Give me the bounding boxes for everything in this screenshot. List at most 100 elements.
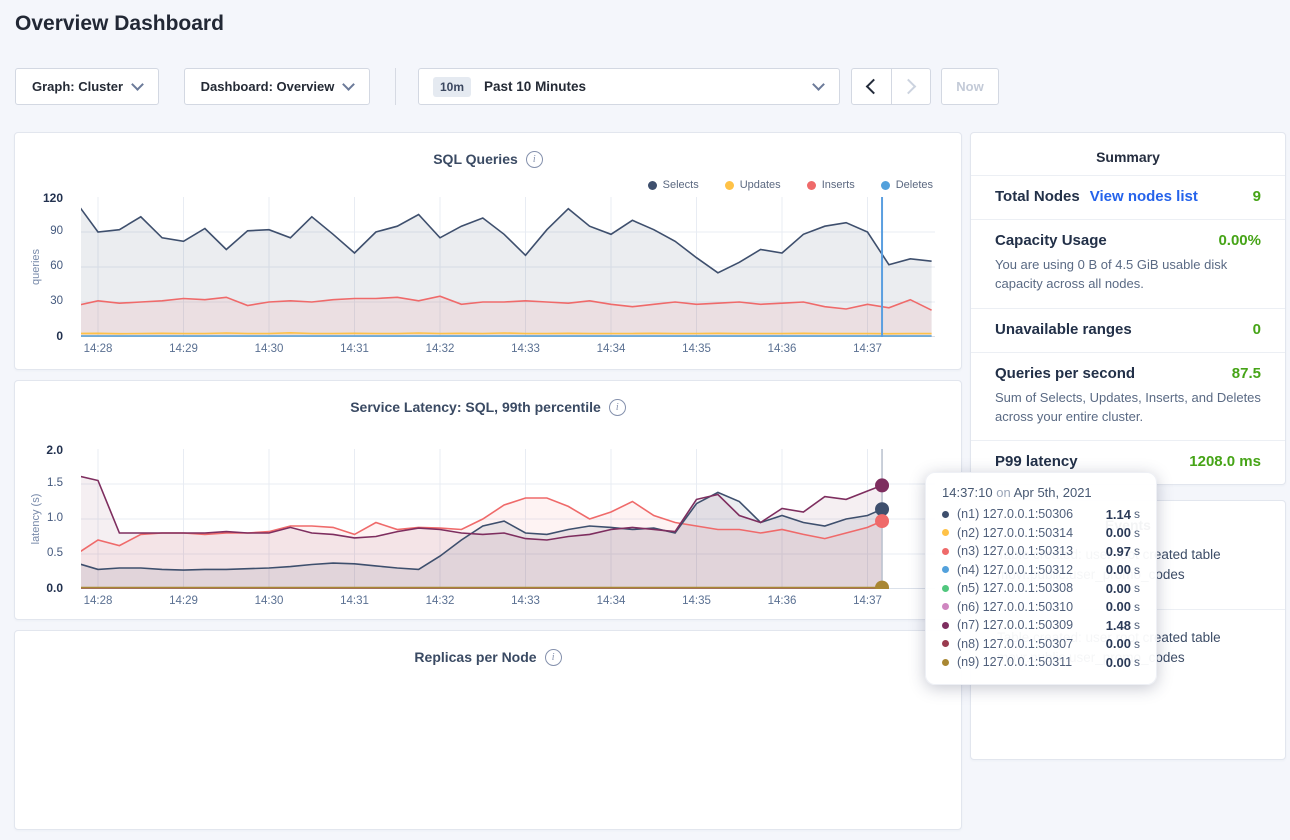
- y-tick-label: 60: [50, 260, 63, 272]
- chevron-left-icon: [865, 78, 882, 95]
- x-tick-label: 14:31: [340, 595, 369, 607]
- chart-title: Replicas per Node: [414, 649, 537, 665]
- node-address: (n6) 127.0.0.1:50310: [957, 599, 1074, 614]
- capacity-label: Capacity Usage: [995, 232, 1107, 249]
- unavailable-ranges-label: Unavailable ranges: [995, 320, 1132, 338]
- chart-plot-area: queries 0 30 60 90 120 14:28 14:29 14:30 14:31 1…: [15, 191, 961, 361]
- node-color-dot-icon: [942, 603, 949, 611]
- node-latency-value: 0.00: [1105, 562, 1131, 578]
- node-color-dot-icon: [942, 566, 949, 574]
- node-color-dot-icon: [942, 658, 949, 666]
- legend-dot-icon: [724, 180, 734, 190]
- time-step-button-group: [851, 68, 931, 105]
- capacity-description: You are using 0 B of 4.5 GiB usable disk…: [995, 257, 1228, 291]
- node-color-dot-icon: [942, 510, 949, 518]
- tooltip-node-row: (n3) 127.0.0.1:50313 0.97 s: [942, 542, 1140, 561]
- legend-dot-icon: [806, 180, 816, 190]
- x-tick-label: 14:30: [254, 343, 284, 355]
- node-address: (n8) 127.0.0.1:50307: [957, 636, 1074, 651]
- tooltip-timestamp: 14:37:10 on Apr 5th, 2021: [942, 485, 1092, 500]
- node-latency-unit: s: [1134, 655, 1140, 670]
- y-tick-label: 120: [42, 191, 63, 205]
- tooltip-node-row: (n8) 127.0.0.1:50307 0.00 s: [942, 635, 1140, 654]
- node-latency-unit: s: [1134, 544, 1140, 559]
- node-address: (n1) 127.0.0.1:50306: [957, 507, 1074, 522]
- x-tick-label: 14:36: [767, 595, 797, 607]
- chart-title: SQL Queries: [433, 151, 518, 167]
- node-latency-value: 0.00: [1105, 599, 1131, 615]
- unavailable-ranges-value: 0: [1252, 320, 1261, 338]
- info-icon[interactable]: i: [544, 648, 562, 666]
- x-tick-label: 14:35: [682, 595, 711, 607]
- node-address: (n7) 127.0.0.1:50309: [957, 618, 1074, 633]
- info-icon[interactable]: i: [525, 150, 543, 168]
- sql-queries-plot[interactable]: [81, 197, 935, 337]
- x-tick-label: 14:33: [511, 595, 540, 607]
- y-tick-label: 0.5: [47, 547, 63, 559]
- chevron-down-icon: [342, 78, 356, 91]
- chart-legend: Selects Updates Inserts Deletes: [647, 179, 933, 191]
- node-latency-value: 0.00: [1105, 525, 1131, 541]
- qps-description: Sum of Selects, Updates, Inserts, and De…: [995, 389, 1261, 424]
- legend-item: Inserts: [806, 179, 855, 191]
- legend-label: Deletes: [895, 179, 933, 191]
- summary-panel: Summary Total Nodes View nodes list 9 Ca…: [970, 132, 1286, 486]
- chart-title: Service Latency: SQL, 99th percentile: [350, 399, 601, 415]
- node-color-dot-icon: [942, 640, 949, 648]
- x-tick-label: 14:31: [340, 343, 369, 355]
- x-tick-label: 14:35: [682, 343, 711, 355]
- time-range-dropdown[interactable]: 10m Past 10 Minutes: [418, 68, 840, 105]
- x-tick-label: 14:34: [596, 343, 626, 355]
- summary-row-capacity: Capacity Usage 0.00% You are using 0 B o…: [971, 219, 1285, 308]
- x-tick-label: 14:29: [169, 595, 198, 607]
- dashboard-select-dropdown[interactable]: Dashboard: Overview: [184, 68, 370, 105]
- legend-label: Inserts: [821, 179, 855, 191]
- tooltip-node-row: (n5) 127.0.0.1:50308 0.00 s: [942, 579, 1140, 598]
- node-latency-unit: s: [1134, 618, 1140, 633]
- graph-scope-dropdown[interactable]: Graph: Cluster: [15, 68, 159, 105]
- chart-hover-tooltip: 14:37:10 on Apr 5th, 2021 (n1) 127.0.0.1…: [925, 472, 1157, 685]
- now-button-disabled: Now: [941, 68, 999, 105]
- y-tick-label: 90: [50, 225, 63, 237]
- node-latency-unit: s: [1134, 636, 1140, 651]
- y-tick-label: 0: [56, 329, 63, 343]
- legend-item: Selects: [647, 179, 699, 191]
- node-latency-unit: s: [1134, 581, 1140, 596]
- tooltip-node-row: (n6) 127.0.0.1:50310 0.00 s: [942, 598, 1140, 617]
- p99-latency-label: P99 latency: [995, 453, 1078, 471]
- view-nodes-list-link[interactable]: View nodes list: [1089, 188, 1198, 205]
- node-latency-value: 0.00: [1105, 580, 1131, 596]
- node-latency-value: 1.48: [1105, 617, 1131, 633]
- summary-row-p99-latency: P99 latency 1208.0 ms: [971, 440, 1285, 484]
- charts-column: SQL Queries i Selects Updates Inserts Delet…: [14, 132, 962, 840]
- node-latency-value: 0.00: [1105, 654, 1131, 670]
- total-nodes-value: 9: [1252, 188, 1261, 205]
- service-latency-chart-card: Service Latency: SQL, 99th percentile i …: [14, 380, 962, 620]
- page-title: Overview Dashboard: [15, 12, 224, 35]
- node-address: (n2) 127.0.0.1:50314: [957, 525, 1074, 540]
- service-latency-plot[interactable]: [81, 449, 935, 589]
- capacity-value: 0.00%: [1218, 232, 1261, 249]
- time-step-back-button[interactable]: [852, 69, 891, 104]
- node-address: (n3) 127.0.0.1:50313: [957, 544, 1074, 559]
- tooltip-node-row: (n1) 127.0.0.1:50306 1.14 s: [942, 505, 1140, 524]
- chevron-right-icon: [900, 78, 917, 95]
- node-address: (n9) 127.0.0.1:50311: [957, 655, 1073, 670]
- node-color-dot-icon: [942, 584, 949, 592]
- tooltip-node-row: (n4) 127.0.0.1:50312 0.00 s: [942, 561, 1140, 580]
- time-range-badge: 10m: [433, 76, 472, 97]
- controls-divider: [395, 68, 396, 105]
- y-axis-ticks: 0 30 60 90 120: [15, 191, 71, 343]
- chevron-down-icon: [131, 78, 144, 91]
- legend-dot-icon: [647, 180, 657, 190]
- replicas-per-node-chart-card: Replicas per Node i: [14, 630, 962, 830]
- node-latency-unit: s: [1134, 599, 1140, 614]
- info-icon[interactable]: i: [608, 398, 626, 416]
- summary-row-qps: Queries per second 87.5 Sum of Selects, …: [971, 351, 1285, 441]
- x-tick-label: 14:36: [767, 343, 797, 355]
- time-step-forward-button-disabled: [890, 69, 931, 104]
- node-latency-unit: s: [1134, 562, 1140, 577]
- time-range-label: Past 10 Minutes: [484, 79, 587, 94]
- qps-value: 87.5: [1231, 364, 1261, 382]
- legend-item: Deletes: [880, 179, 933, 191]
